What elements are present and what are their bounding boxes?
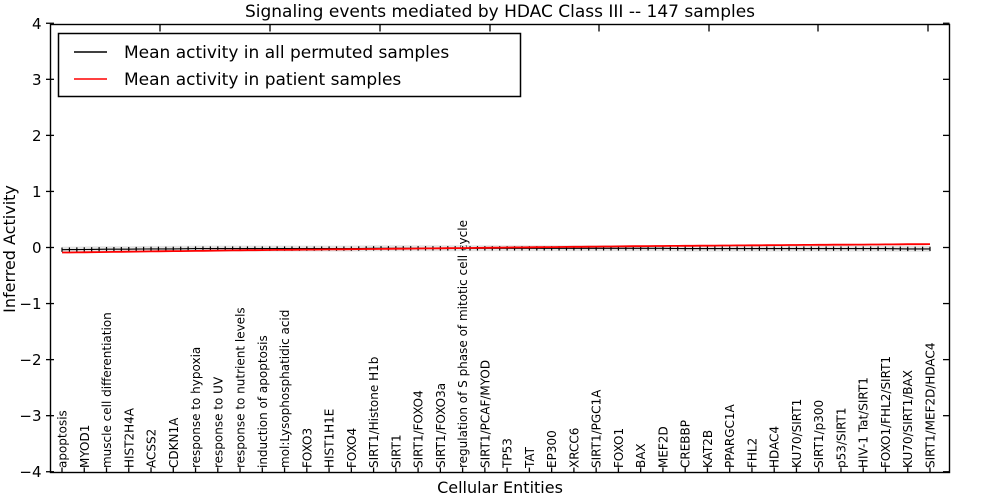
x-tick-label: TAT — [523, 446, 537, 469]
y-tick-label: 0 — [32, 239, 42, 257]
plot-area: 4 3 2 1 0 −1 −2 −3 −4 apoptosis MYOD1 muscle cell d… — [19, 15, 951, 481]
x-tick-label: SIRT1/PGC1A — [590, 389, 604, 468]
legend: Mean activity in all permuted samples Me… — [57, 32, 522, 98]
y-tick-label: −4 — [19, 463, 41, 481]
x-tick-label: response to hypoxia — [189, 347, 203, 468]
plot-frame — [49, 23, 951, 474]
x-tick-label: KU70/SIRT1 — [790, 399, 804, 468]
x-tick-label: KU70/SIRT1/BAX — [901, 370, 915, 468]
x-tick-label: response to UV — [211, 376, 225, 468]
chart-title: Signaling events mediated by HDAC Class … — [245, 2, 755, 22]
x-tick-label: SIRT1/PCAF/MYOD — [478, 360, 492, 468]
x-tick-label: HIST1H1E — [323, 409, 337, 468]
x-tick-label: BAX — [634, 443, 648, 468]
y-tick-label: 4 — [32, 15, 42, 33]
x-tick-label: SIRT1 — [389, 434, 403, 468]
x-axis-label: Cellular Entities — [437, 478, 563, 497]
legend-label-permuted: Mean activity in all permuted samples — [124, 43, 449, 63]
y-tick-label: −3 — [19, 407, 41, 425]
x-tick-label: apoptosis — [56, 410, 70, 468]
patient-mean-line — [62, 243, 931, 254]
x-tick-label: induction of apoptosis — [256, 335, 270, 468]
x-tick-label: response to nutrient levels — [234, 307, 248, 468]
x-tick-label: KAT2B — [701, 430, 715, 468]
x-tick-label: SIRT1/p300 — [812, 400, 826, 468]
x-tick-label: FOXO1 — [612, 428, 626, 468]
y-tick-label: 3 — [32, 71, 42, 89]
x-tick-label: CDKN1A — [167, 417, 181, 468]
x-tick-label: SIRT1/FOXO3a — [434, 383, 448, 468]
x-tick-label: HIST2H4A — [122, 407, 136, 468]
x-tick-label: TP53 — [501, 438, 515, 469]
x-tick-label: PPARGC1A — [723, 403, 737, 468]
y-axis-label: Inferred Activity — [0, 185, 19, 313]
legend-label-patient: Mean activity in patient samples — [124, 70, 401, 90]
x-tick-label: HIV-1 Tat/SIRT1 — [857, 377, 871, 468]
x-tick-label: mol:Lysophosphatidic acid — [278, 310, 292, 468]
x-tick-label: p53/SIRT1 — [834, 407, 848, 468]
x-tick-label: regulation of S phase of mitotic cell cy… — [456, 220, 470, 468]
x-tick-label: MEF2D — [656, 426, 670, 468]
y-tick-label: −2 — [19, 351, 41, 369]
x-tick-label: ACSS2 — [145, 429, 159, 468]
legend-box — [57, 32, 522, 98]
y-tick-label: 2 — [32, 127, 42, 145]
x-tick-label: SIRT1/Histone H1b — [367, 357, 381, 468]
x-tick-label: FHL2 — [745, 438, 759, 468]
x-tick-label: XRCC6 — [567, 428, 581, 468]
x-tick-label: SIRT1/MEF2D/HDAC4 — [924, 343, 938, 468]
x-tick-label: HDAC4 — [768, 426, 782, 468]
y-tick-label: 1 — [32, 183, 42, 201]
x-tick-label: EP300 — [545, 430, 559, 468]
x-tick-label: muscle cell differentiation — [100, 312, 114, 468]
x-tick-label: SIRT1/FOXO4 — [412, 390, 426, 468]
x-tick-label: FOXO3 — [300, 428, 314, 468]
x-tick-label: CREBBP — [679, 420, 693, 468]
x-tick-label: FOXO1/FHL2/SIRT1 — [879, 356, 893, 468]
y-tick-label: −1 — [19, 295, 41, 313]
x-tick-label: MYOD1 — [78, 425, 92, 468]
x-tick-label: FOXO4 — [345, 428, 359, 468]
